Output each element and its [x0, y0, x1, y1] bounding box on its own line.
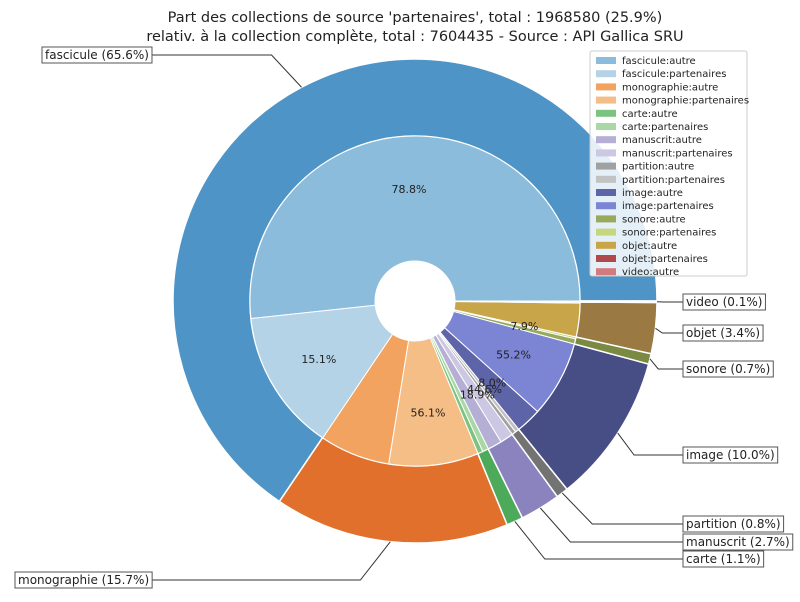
inner-slice-video-autre: [454, 300, 581, 303]
legend-label-sonore-autre: sonore:autre: [622, 214, 686, 225]
callout-box-image: [682, 446, 779, 464]
legend-label-partition-autre: partition:autre: [622, 162, 694, 173]
callout-label-sonore: sonore (0.7%): [686, 362, 770, 376]
callout-line-manuscrit: [539, 507, 683, 543]
callout-line-sonore: [649, 358, 683, 370]
callout-label-monographie: monographie (15.7%): [18, 573, 149, 587]
legend-swatch-partition-partenaires: [596, 175, 616, 183]
callout-box-partition: [682, 515, 785, 533]
inner-ring: [249, 135, 581, 467]
legend-label-sonore-partenaires: sonore:partenaires: [622, 228, 716, 239]
legend-swatch-monographie-autre: [596, 83, 616, 91]
legend-swatch-partition-autre: [596, 162, 616, 170]
legend-swatch-objet-partenaires: [596, 255, 616, 262]
legend-label-partition-partenaires: partition:partenaires: [622, 175, 725, 186]
callout-box-manuscrit: [682, 533, 794, 551]
callout-line-objet: [655, 327, 683, 334]
legend-label-carte-partenaires: carte:partenaires: [622, 122, 708, 133]
callout-label-image: image (10.0%): [686, 448, 775, 462]
legend-label-video-autre: video:autre: [622, 267, 679, 278]
chart-title-line1: Part des collections de source 'partenai…: [168, 10, 663, 26]
outer-callouts: fascicule (65.6%) monographie (15.7%) cart…: [14, 46, 794, 589]
callout-box-carte: [682, 550, 765, 568]
legend-label-fascicule-partenaires: fascicule:partenaires: [622, 69, 726, 80]
callout-label-carte: carte (1.1%): [686, 552, 761, 566]
pct-label-image-partenaires: 55.2%: [496, 349, 531, 362]
legend-label-fascicule-autre: fascicule:autre: [622, 56, 696, 67]
legend-swatch-manuscrit-autre: [596, 136, 616, 144]
callout-line-carte: [514, 521, 683, 560]
legend-swatch-manuscrit-partenaires: [596, 149, 616, 157]
legend-swatch-fascicule-autre: [596, 57, 616, 64]
inner-slice-fascicule-autre: [249, 135, 581, 320]
legend-label-image-autre: image:autre: [622, 188, 683, 199]
callout-line-partition: [561, 492, 683, 525]
callout-box-monographie: [14, 571, 153, 589]
callout-box-sonore: [682, 360, 774, 378]
pct-label-sonore-partenaires: 7.9%: [510, 320, 538, 333]
chart-title-line2: relativ. à la collection complète, total…: [146, 29, 683, 45]
pct-label-image-autre: 8.0%: [478, 376, 506, 389]
pct-label-partition-partenaires: 44.6%: [467, 383, 502, 396]
outer-slice-video: [579, 300, 658, 304]
callout-label-fascicule: fascicule (65.6%): [45, 48, 149, 62]
callout-box-objet: [682, 324, 764, 342]
legend-swatch-sonore-autre: [596, 215, 616, 223]
legend-swatch-sonore-partenaires: [596, 228, 616, 236]
callout-label-video: video (0.1%): [686, 295, 762, 309]
callout-box-video: [682, 293, 766, 311]
legend-swatch-video-autre: [596, 268, 616, 276]
pct-label-fascicule-autre: 78.8%: [392, 183, 427, 196]
outer-ring: [172, 58, 658, 544]
pct-label-manuscrit-partenaires: 18.9%: [460, 388, 495, 401]
legend-label-manuscrit-autre: manuscrit:autre: [622, 135, 702, 146]
legend: fascicule:autre fascicule:partenaires mono…: [589, 50, 749, 278]
legend-swatch-fascicule-partenaires: [596, 70, 616, 78]
callout-box-fascicule: [41, 46, 153, 64]
percentage-labels: 78.8% 15.1% 56.1% 18.9%44.6%8.0% 55.2% 7.9%: [301, 183, 538, 419]
inner-slice-fascicule-partenaires: [250, 304, 394, 439]
callout-line-image: [617, 432, 683, 456]
callout-label-partition: partition (0.8%): [686, 517, 781, 531]
callout-label-manuscrit: manuscrit (2.7%): [686, 535, 790, 549]
legend-swatch-image-partenaires: [596, 202, 616, 210]
legend-swatch-carte-autre: [596, 109, 616, 117]
legend-swatch-carte-partenaires: [596, 123, 616, 130]
legend-label-manuscrit-partenaires: manuscrit:partenaires: [622, 148, 733, 159]
pct-label-fascicule-partenaires: 15.1%: [301, 353, 336, 366]
legend-label-image-partenaires: image:partenaires: [622, 201, 714, 212]
legend-label-objet-partenaires: objet:partenaires: [622, 254, 708, 265]
callout-label-objet: objet (3.4%): [686, 326, 760, 340]
legend-swatch-objet-autre: [596, 241, 616, 249]
legend-label-monographie-partenaires: monographie:partenaires: [622, 96, 749, 107]
legend-label-objet-autre: objet:autre: [622, 241, 677, 252]
pct-label-monographie-partenaires: 56.1%: [411, 406, 446, 419]
legend-label-carte-autre: carte:autre: [622, 109, 678, 120]
legend-swatch-monographie-partenaires: [596, 96, 616, 104]
legend-label-monographie-autre: monographie:autre: [622, 82, 718, 93]
legend-swatch-image-autre: [596, 189, 616, 196]
legend-frame: [589, 50, 748, 277]
